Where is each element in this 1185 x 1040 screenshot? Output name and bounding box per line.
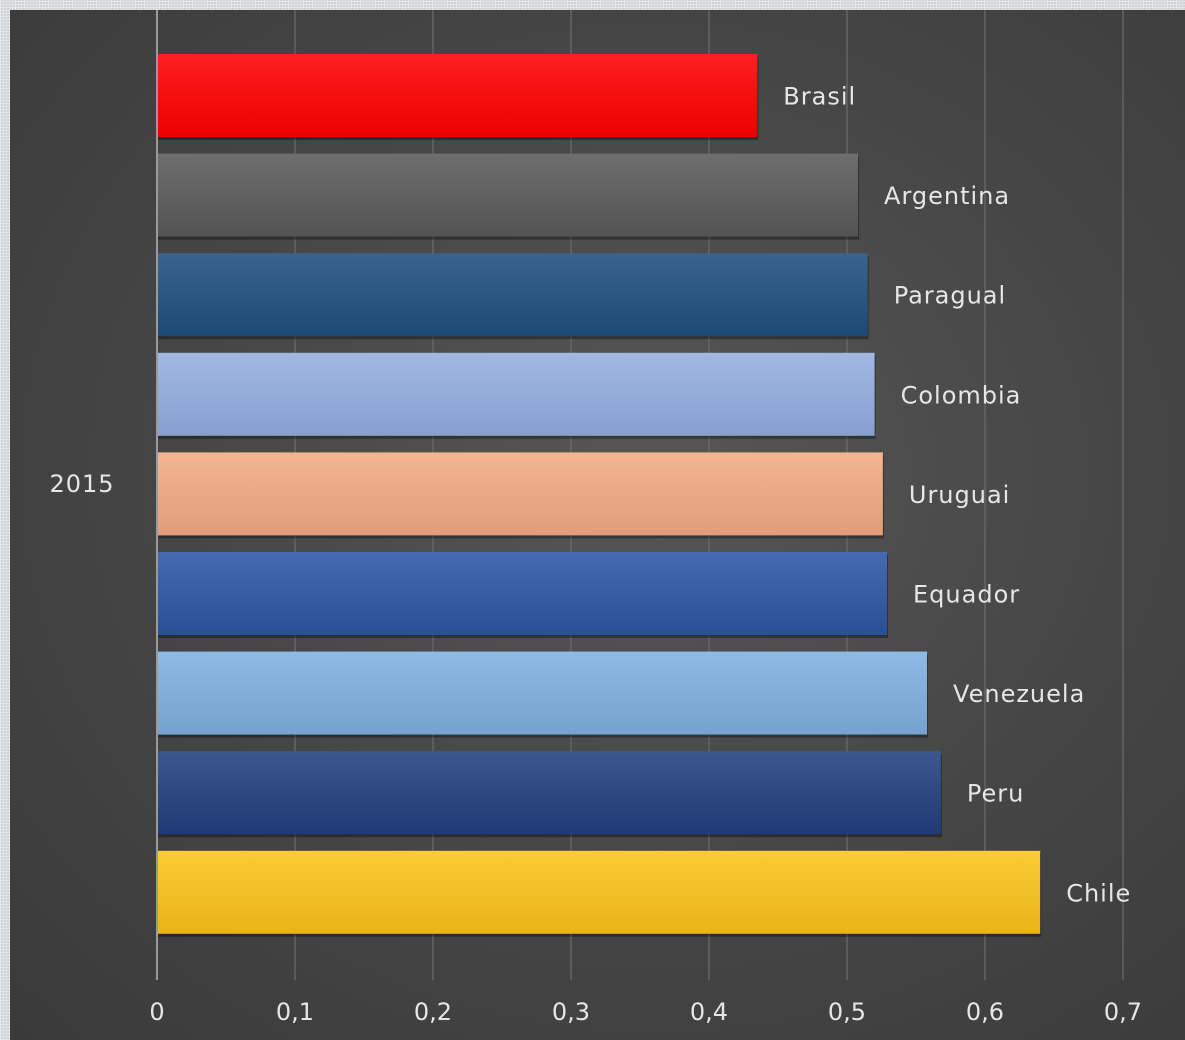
x-tick-label: 0,1 xyxy=(276,998,314,1026)
bar-brasil xyxy=(157,54,758,137)
x-tick-label: 0,2 xyxy=(414,998,452,1026)
plot-area: Brasil Argentina Paragual Colombia Uruguai Eq… xyxy=(10,10,1185,1040)
bar-label-venezuela: Venezuela xyxy=(953,680,1085,708)
bar-uruguai xyxy=(157,452,883,536)
x-tick-label: 0,3 xyxy=(552,998,590,1026)
bar-venezuela xyxy=(157,651,928,735)
bar-label-colombia: Colombia xyxy=(901,381,1022,409)
axes: 0 0,1 0,2 0,3 0,4 0,5 0,6 0,7 2015 xyxy=(49,10,1142,1026)
bar-label-equador: Equador xyxy=(913,581,1020,609)
bar-label-brasil: Brasil xyxy=(783,83,856,111)
bar-label-paragual: Paragual xyxy=(894,282,1007,310)
bar-label-argentina: Argentina xyxy=(884,182,1010,210)
x-tick-label: 0,4 xyxy=(690,998,728,1026)
bar-paragual xyxy=(157,253,868,337)
x-tick-label: 0,5 xyxy=(828,998,866,1026)
bar-colombia xyxy=(157,352,875,436)
x-tick-label: 0,7 xyxy=(1104,998,1142,1026)
bar-label-peru: Peru xyxy=(967,780,1024,808)
bar-chart: Brasil Argentina Paragual Colombia Uruguai Eq… xyxy=(49,10,1142,1026)
category-label: 2015 xyxy=(49,470,114,498)
bars xyxy=(157,54,1042,937)
bar-labels: Brasil Argentina Paragual Colombia Uruguai Eq… xyxy=(783,83,1131,908)
bar-chile xyxy=(157,850,1041,934)
bar-label-uruguai: Uruguai xyxy=(909,481,1010,509)
x-tick-label: 0 xyxy=(149,998,164,1026)
bar-peru xyxy=(157,751,941,835)
x-tick-label: 0,6 xyxy=(966,998,1004,1026)
bar-label-chile: Chile xyxy=(1066,879,1131,907)
bar-equador xyxy=(157,552,888,635)
bar-argentina xyxy=(157,153,859,237)
